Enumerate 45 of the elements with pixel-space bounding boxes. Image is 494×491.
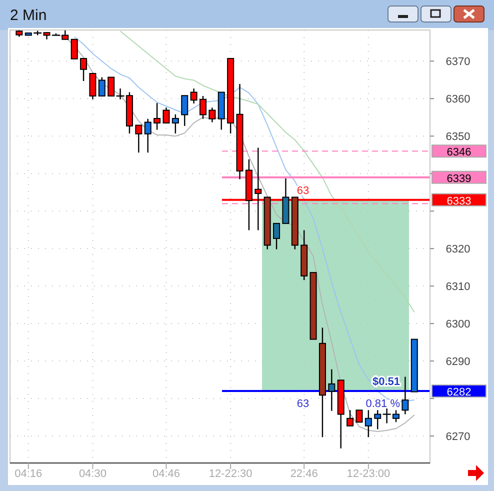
x-tick-label: 12-22:30 xyxy=(208,468,252,480)
ref-line-label: 6346 xyxy=(446,146,472,159)
annotation: 63 xyxy=(296,398,310,410)
candlestick xyxy=(200,95,206,120)
candlestick xyxy=(98,76,106,97)
y-tick-label: 6310 xyxy=(446,281,470,294)
y-tick-label: 6270 xyxy=(446,431,470,444)
chart-title: 2 Min xyxy=(10,7,47,24)
annotation: 0.81 % xyxy=(366,398,400,410)
x-tick-label: 04:46 xyxy=(152,468,180,480)
line-series xyxy=(120,30,415,313)
y-tick-label: 6370 xyxy=(446,56,470,68)
ref-line-label: 6333 xyxy=(446,195,472,208)
candlestick xyxy=(70,38,78,60)
candlestick xyxy=(328,368,336,412)
annotation: 63 xyxy=(296,184,310,197)
y-tick-label: 6360 xyxy=(446,94,470,106)
candlestick xyxy=(273,222,280,250)
y-tick-label: 6300 xyxy=(446,318,470,331)
x-tick-label: 22:46 xyxy=(290,468,318,480)
candlestick xyxy=(89,72,96,100)
ref-line-label: 6339 xyxy=(446,172,472,185)
y-tick-label: 6290 xyxy=(446,356,470,368)
y-tick-label: 6320 xyxy=(446,244,470,256)
candlestick xyxy=(374,410,382,430)
candlestick xyxy=(356,410,363,423)
candlestick xyxy=(162,107,170,124)
candlestick xyxy=(190,88,198,104)
candlestick xyxy=(208,107,216,123)
candlestick xyxy=(154,102,161,130)
candlestick xyxy=(346,410,354,426)
y-tick-label: 6350 xyxy=(446,131,470,144)
x-tick-label: 12-23:00 xyxy=(346,468,390,480)
x-tick-label: 04:16 xyxy=(14,468,42,480)
candlestick xyxy=(181,95,188,127)
candlestick xyxy=(402,376,409,415)
candlestick xyxy=(135,124,142,154)
ref-line-label: 6282 xyxy=(446,386,472,399)
candlestick xyxy=(108,76,115,96)
candlestick xyxy=(144,118,152,154)
candlestick xyxy=(364,410,372,438)
candlestick xyxy=(172,114,179,134)
annotation: $0.51 xyxy=(372,376,400,388)
candlestick xyxy=(80,58,88,82)
x-tick-label: 04:30 xyxy=(78,468,106,480)
